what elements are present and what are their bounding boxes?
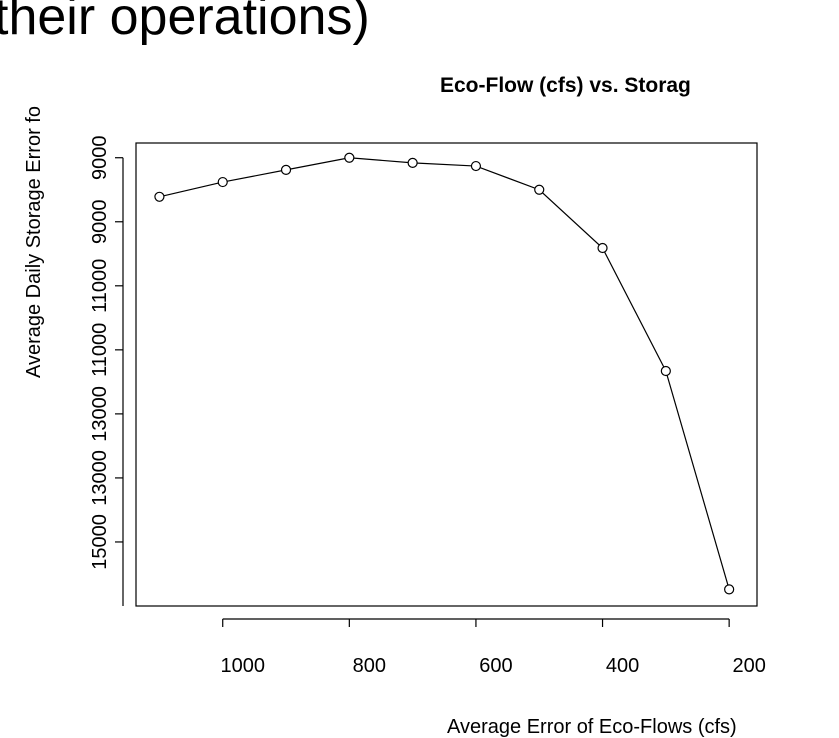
data-point xyxy=(470,160,482,172)
y-tick-label: 15000 xyxy=(89,514,111,570)
data-point xyxy=(280,164,292,175)
data-point xyxy=(597,242,608,254)
data-point xyxy=(534,184,545,195)
y-tick-label: 11000 xyxy=(89,259,111,313)
heading: their operations) xyxy=(0,0,370,46)
x-tick-label: 400 xyxy=(606,655,639,677)
y-axis-label: Average Daily Storage Error fo xyxy=(23,106,45,378)
x-tick-label: 200 xyxy=(732,655,765,677)
data-point xyxy=(660,365,671,377)
data-point xyxy=(344,152,355,163)
y-tick-label: 13000 xyxy=(89,450,111,506)
chart-title: Eco-Flow (cfs) vs. Storag xyxy=(440,74,691,97)
data-point xyxy=(217,176,228,188)
data-point xyxy=(154,191,165,202)
x-tick-label: 1000 xyxy=(220,655,265,677)
x-tick-label: 600 xyxy=(479,655,512,677)
y-tick-label: 11000 xyxy=(89,323,111,377)
data-line xyxy=(159,157,730,590)
data-point xyxy=(724,584,735,595)
x-axis-label: Average Error of Eco-Flows (cfs) xyxy=(447,716,737,738)
y-tick-label: 13000 xyxy=(89,386,111,442)
x-tick-label: 800 xyxy=(353,655,386,677)
plot-box xyxy=(135,142,758,607)
data-point xyxy=(407,157,418,168)
y-tick-label: 9000 xyxy=(89,200,111,245)
y-tick-label: 9000 xyxy=(89,135,111,180)
